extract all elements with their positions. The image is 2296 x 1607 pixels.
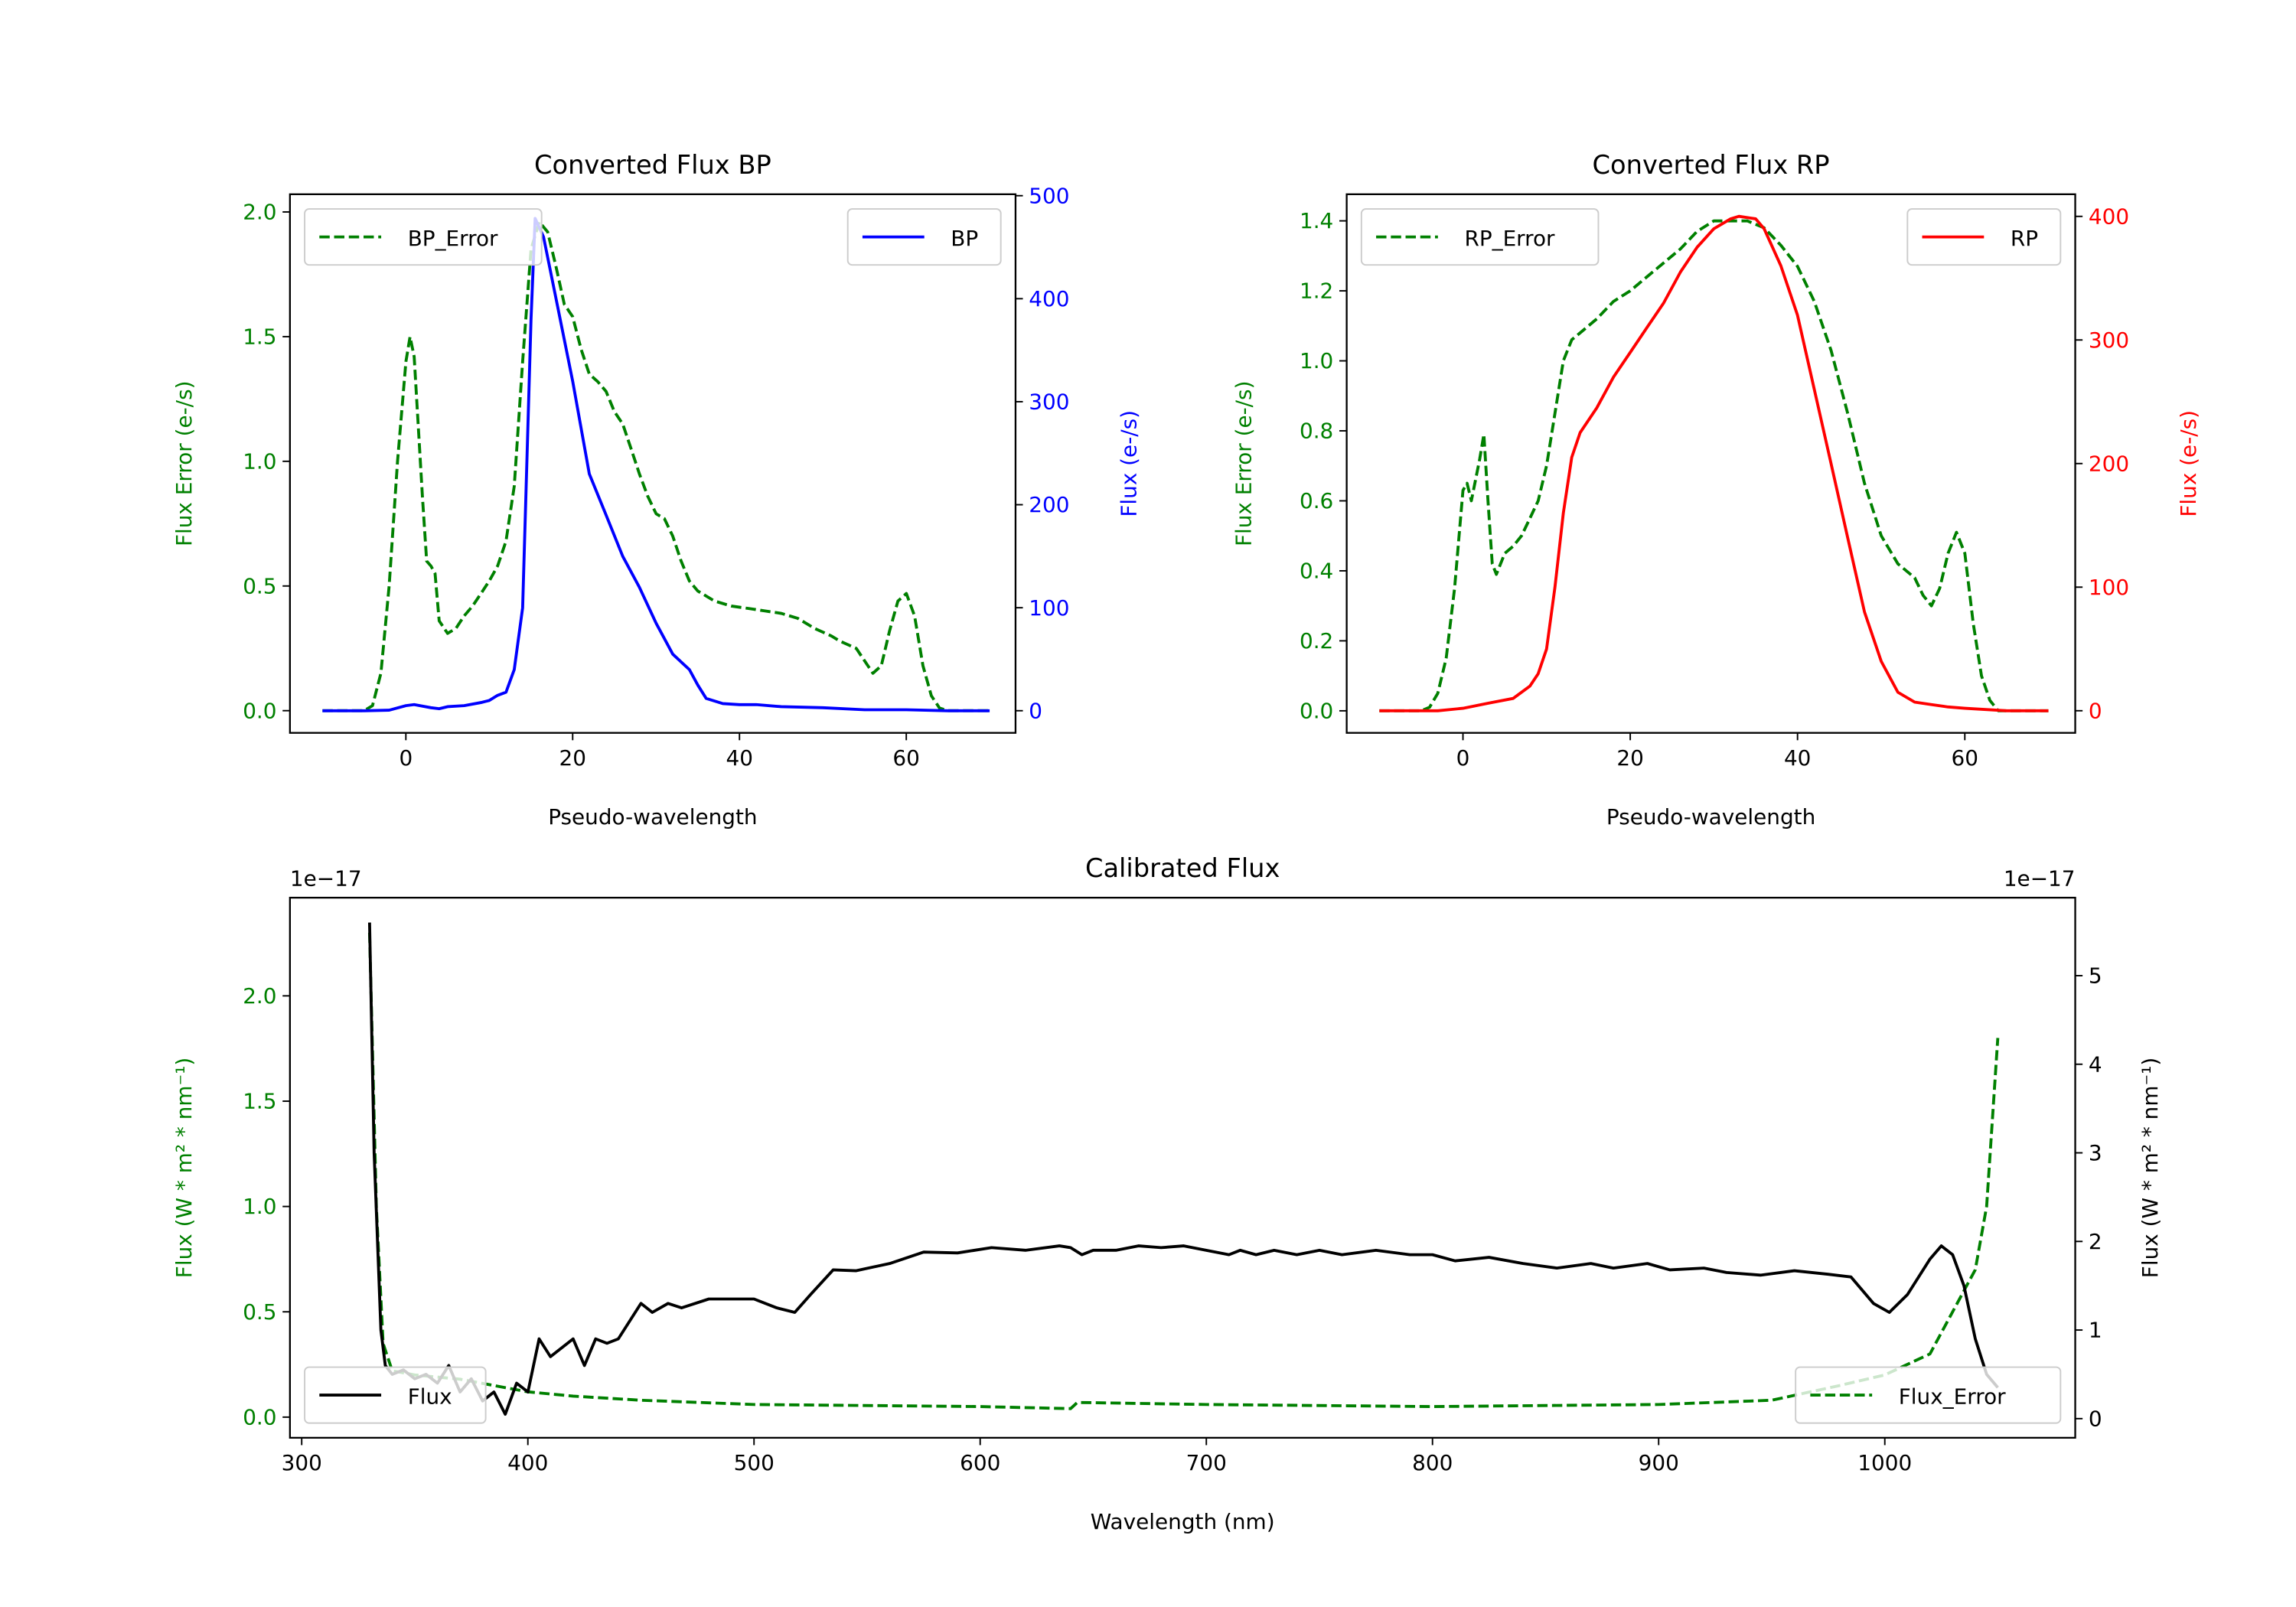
x-tick-label: 500 (734, 1450, 775, 1475)
y-right-tick-label: 0 (1029, 698, 1042, 723)
y-right-tick-label: 0 (2089, 698, 2102, 723)
y-right-tick-label: 4 (2089, 1051, 2102, 1077)
y-right-tick-label: 200 (2089, 451, 2129, 476)
series-line-rp (1379, 214, 2049, 712)
y-left-tick-label: 1.0 (243, 448, 276, 474)
x-tick-label: 400 (507, 1450, 548, 1475)
y-left-tick-label: 1.4 (1300, 208, 1333, 233)
y-right-tick-label: 200 (1029, 492, 1069, 517)
y-right-tick-label: 400 (2089, 204, 2129, 229)
legend-label: BP_Error (408, 226, 498, 251)
axes-frame (289, 896, 2076, 1439)
legend-box (304, 208, 543, 266)
legend-rp: RP (1906, 208, 2062, 266)
chart-title: Converted Flux BP (534, 150, 771, 180)
y-right-axis-label: Flux (e-/s) (2176, 410, 2201, 517)
legend-label: RP (2011, 226, 2038, 251)
y-left-tick-label: 1.0 (1300, 348, 1333, 373)
y-right-axis-label: Flux (W * m² * nm⁻¹) (2138, 1058, 2163, 1278)
legend-rp-error: RP_Error (1360, 208, 1600, 266)
legend-label: Flux (408, 1384, 452, 1410)
y-right-tick-label: 5 (2089, 963, 2102, 989)
y-right-tick-label: 400 (1029, 286, 1069, 311)
y-left-axis-label: Flux Error (e-/s) (171, 381, 197, 546)
y-left-tick-label: 0.0 (1300, 698, 1333, 723)
legend-box (304, 1366, 487, 1424)
y-left-axis-label: Flux (W * m² * nm⁻¹) (171, 1058, 197, 1278)
x-axis-label: Wavelength (nm) (1091, 1509, 1275, 1534)
chart-title: Converted Flux RP (1593, 150, 1830, 180)
x-tick-label: 20 (1616, 745, 1643, 771)
y-right-tick-label: 2 (2089, 1229, 2102, 1254)
y-right-tick-label: 100 (1029, 595, 1069, 621)
legend-label: Flux_Error (1899, 1384, 2006, 1410)
legend-box (1360, 208, 1600, 266)
legend-label: RP_Error (1464, 226, 1555, 251)
x-tick-label: 900 (1639, 1450, 1679, 1475)
y-left-tick-label: 1.0 (243, 1194, 276, 1219)
y-left-tick-label: 0.6 (1300, 488, 1333, 513)
y-left-offset-label: 1e−17 (290, 866, 362, 892)
series-line-flux-error (367, 932, 2000, 1410)
y-left-tick-label: 0.0 (243, 1404, 276, 1429)
y-left-tick-label: 0.5 (243, 1299, 276, 1325)
chart-title: Calibrated Flux (1085, 853, 1280, 883)
y-right-tick-label: 300 (2089, 328, 2129, 353)
legend-label: BP (951, 226, 978, 251)
bp-chart: Converted Flux BP 0 20 40 60 Pseudo-wavelengt… (171, 150, 1142, 830)
y-left-tick-label: 0.5 (243, 573, 276, 598)
y-right-tick-label: 0 (2089, 1406, 2102, 1431)
legend-bp-error: BP_Error (304, 208, 543, 266)
x-tick-label: 60 (892, 745, 919, 771)
legend-flux: Flux (304, 1366, 487, 1424)
axes-frame (289, 193, 1017, 734)
legend-flux-error: Flux_Error (1795, 1366, 2062, 1424)
rp-chart: Converted Flux RP 0 20 40 60 Pseudo-wavelengt… (1231, 150, 2202, 830)
series-line-rp-error (1379, 219, 2049, 712)
legend-box (1795, 1366, 2062, 1424)
x-axis-label: Pseudo-wavelength (548, 804, 757, 830)
axes-frame (1345, 193, 2076, 734)
y-left-tick-label: 0.4 (1300, 559, 1333, 584)
y-right-tick-label: 100 (2089, 575, 2129, 600)
series-line-bp (322, 217, 990, 712)
y-left-tick-label: 0.2 (1300, 628, 1333, 654)
x-axis-label: Pseudo-wavelength (1606, 804, 1815, 830)
y-left-tick-label: 0.8 (1300, 419, 1333, 444)
cal-chart: Calibrated Flux 300 400 500 600 700 800 900 1000… (171, 853, 2163, 1534)
y-left-tick-label: 1.5 (243, 1089, 276, 1114)
x-tick-label: 1000 (1857, 1450, 1912, 1475)
y-right-tick-label: 500 (1029, 183, 1069, 208)
legend-bp: BP (846, 208, 1002, 266)
x-tick-label: 700 (1186, 1450, 1227, 1475)
x-tick-label: 0 (399, 745, 413, 771)
x-tick-label: 600 (960, 1450, 1000, 1475)
x-tick-label: 60 (1952, 745, 1978, 771)
x-tick-label: 40 (726, 745, 752, 771)
y-right-tick-label: 300 (1029, 390, 1069, 415)
y-right-tick-label: 3 (2089, 1140, 2102, 1165)
y-left-tick-label: 1.5 (243, 324, 276, 350)
series-line-bp-error (322, 220, 990, 712)
y-left-tick-label: 2.0 (243, 200, 276, 225)
y-left-tick-label: 1.2 (1300, 279, 1333, 304)
y-left-axis-label: Flux Error (e-/s) (1231, 381, 1257, 546)
y-right-offset-label: 1e−17 (2004, 866, 2076, 892)
x-tick-label: 300 (282, 1450, 322, 1475)
x-tick-label: 800 (1412, 1450, 1453, 1475)
y-right-tick-label: 1 (2089, 1318, 2102, 1343)
x-tick-label: 0 (1456, 745, 1470, 771)
series-line-flux (367, 922, 1999, 1416)
x-tick-label: 20 (559, 745, 586, 771)
y-left-tick-label: 2.0 (243, 983, 276, 1009)
x-tick-label: 40 (1784, 745, 1811, 771)
y-right-axis-label: Flux (e-/s) (1117, 410, 1142, 517)
y-left-tick-label: 0.0 (243, 698, 276, 723)
